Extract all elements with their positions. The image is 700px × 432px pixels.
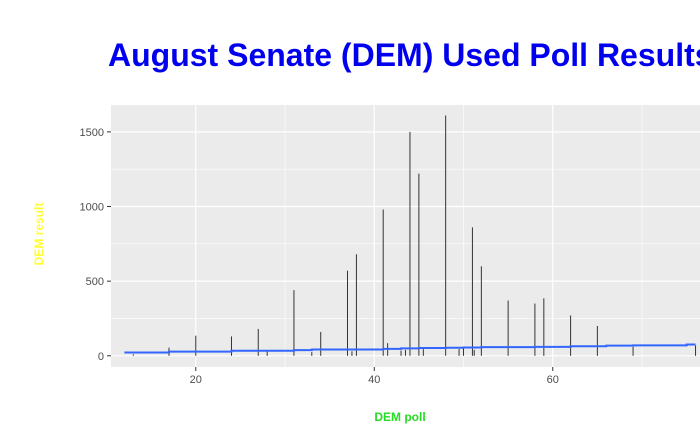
y-tick-label: 500 bbox=[86, 276, 104, 288]
y-axis-label: DEM result bbox=[32, 203, 46, 266]
plot-panel bbox=[111, 105, 700, 367]
x-axis-label: DEM poll bbox=[374, 410, 425, 424]
trend-line bbox=[124, 343, 696, 354]
y-tick-label: 1500 bbox=[80, 127, 104, 139]
chart-title: August Senate (DEM) Used Poll Results bbox=[108, 37, 700, 73]
grid-lines bbox=[111, 105, 700, 367]
x-tick-label: 40 bbox=[368, 374, 380, 386]
axis-ticks: 0 500 1000 1500 20 40 60 bbox=[80, 127, 559, 386]
spike-series bbox=[132, 115, 697, 356]
x-tick-label: 20 bbox=[190, 374, 202, 386]
trend-series bbox=[124, 343, 696, 354]
y-tick-label: 0 bbox=[98, 351, 104, 363]
y-tick-label: 1000 bbox=[80, 202, 104, 214]
x-tick-label: 60 bbox=[547, 374, 559, 386]
